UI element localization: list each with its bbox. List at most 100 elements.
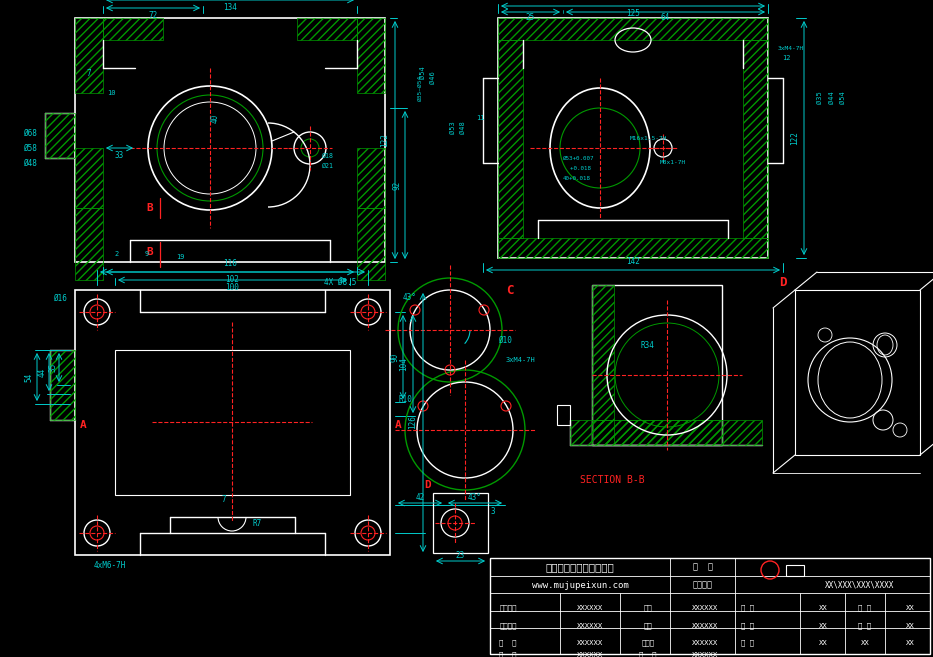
Text: SECTION B-B: SECTION B-B [579,475,645,485]
Text: 142: 142 [626,258,640,267]
Bar [357,208,385,280]
Text: 7: 7 [87,68,91,78]
Text: 12: 12 [782,55,790,61]
Text: XXXXXX: XXXXXX [692,640,718,646]
Text: 126: 126 [409,416,417,430]
Text: M16x1.5-7H: M16x1.5-7H [630,135,667,141]
Text: 134: 134 [223,3,237,12]
Text: 零件名称: 零件名称 [499,623,517,629]
Text: M8x1-7H: M8x1-7H [660,160,687,166]
Text: XX: XX [860,640,870,646]
Text: Ø10: Ø10 [498,336,512,344]
Text: 25: 25 [526,12,536,22]
Text: A: A [395,420,401,430]
Bar [115,350,350,495]
Bar [592,420,722,445]
Text: 90: 90 [391,352,399,361]
Bar [75,290,390,555]
Text: 54: 54 [24,373,34,382]
Text: XXXXXX: XXXXXX [577,605,603,611]
Text: Ø53: Ø53 [450,122,456,135]
Text: 92: 92 [393,181,401,190]
Bar [490,558,930,654]
Text: 9: 9 [145,251,149,257]
Text: 122: 122 [790,131,800,145]
Text: D: D [425,480,431,490]
Text: XXXXXX: XXXXXX [577,640,603,646]
Text: Ø48: Ø48 [460,122,466,135]
Text: 4xM6-7H: 4xM6-7H [94,560,126,570]
Text: XXXXXX: XXXXXX [577,623,603,629]
Bar [297,18,357,40]
Text: XXXXXX: XXXXXX [692,623,718,629]
Text: 33: 33 [115,150,124,160]
Text: XX: XX [906,605,914,611]
Text: XX\XXX\XXX\XXXX: XX\XXX\XXX\XXXX [826,581,895,589]
Text: 11: 11 [476,115,484,121]
Text: 7: 7 [222,495,227,505]
Text: 视  角: 视 角 [693,562,713,572]
Text: 3: 3 [491,507,495,516]
Text: 10: 10 [106,90,116,96]
Text: 43°: 43° [468,493,482,503]
Text: 文档编号: 文档编号 [693,581,713,589]
Bar [557,405,570,425]
Text: 批 准: 批 准 [858,623,871,629]
Text: 23: 23 [456,551,466,560]
Text: 3xM4-7H: 3xM4-7H [778,45,804,51]
Bar [75,18,385,262]
Text: 数  量: 数 量 [499,652,517,657]
Text: 116: 116 [223,260,237,269]
Text: XX: XX [818,640,828,646]
Text: 35: 35 [49,363,58,372]
Text: Ø54: Ø54 [420,66,426,79]
Text: R34: R34 [640,340,654,350]
Text: 102: 102 [226,275,240,284]
Text: R10: R10 [398,396,412,405]
Text: 3xM4-7H: 3xM4-7H [505,357,535,363]
Bar [592,285,614,445]
Text: 72: 72 [148,11,158,20]
Text: 19: 19 [175,254,184,260]
Text: R7: R7 [252,518,261,528]
Text: 40: 40 [211,114,219,123]
Text: Ø53+0.007: Ø53+0.007 [563,156,594,160]
Bar [592,285,722,445]
Text: XX: XX [818,623,828,629]
Text: 制 图: 制 图 [742,623,755,629]
Bar [743,40,768,238]
Text: 64: 64 [661,12,670,22]
Bar [570,420,762,445]
Text: Ø68: Ø68 [23,129,37,137]
Text: 比  例: 比 例 [639,652,657,657]
Text: D: D [779,277,787,290]
Text: 2: 2 [115,251,119,257]
Text: 设 计: 设 计 [742,604,755,611]
Bar [357,148,385,208]
Text: A: A [79,420,87,430]
Text: 校 对: 校 对 [742,640,755,646]
Text: C: C [507,284,514,296]
Text: Ø44: Ø44 [829,91,835,104]
Bar [75,208,103,280]
Bar [433,493,488,553]
Bar [45,113,75,158]
Bar [498,40,523,238]
Bar [498,238,768,258]
Text: 页码: 页码 [644,623,652,629]
Text: 零件编号: 零件编号 [499,604,517,611]
Bar [795,290,920,455]
Text: Ø46: Ø46 [430,72,436,84]
Text: Ø18: Ø18 [322,153,334,159]
Bar [498,18,768,258]
Bar [357,18,385,93]
Text: Ø48: Ø48 [23,158,37,168]
Text: 104: 104 [399,357,409,371]
Text: XXXXXX: XXXXXX [692,605,718,611]
Text: 42: 42 [415,493,425,503]
Bar [75,148,103,208]
Text: B: B [146,203,153,213]
Text: 粗糙度: 粗糙度 [642,640,655,646]
Text: www.mujupeixun.com: www.mujupeixun.com [532,581,628,589]
Text: 43°: 43° [403,294,417,302]
